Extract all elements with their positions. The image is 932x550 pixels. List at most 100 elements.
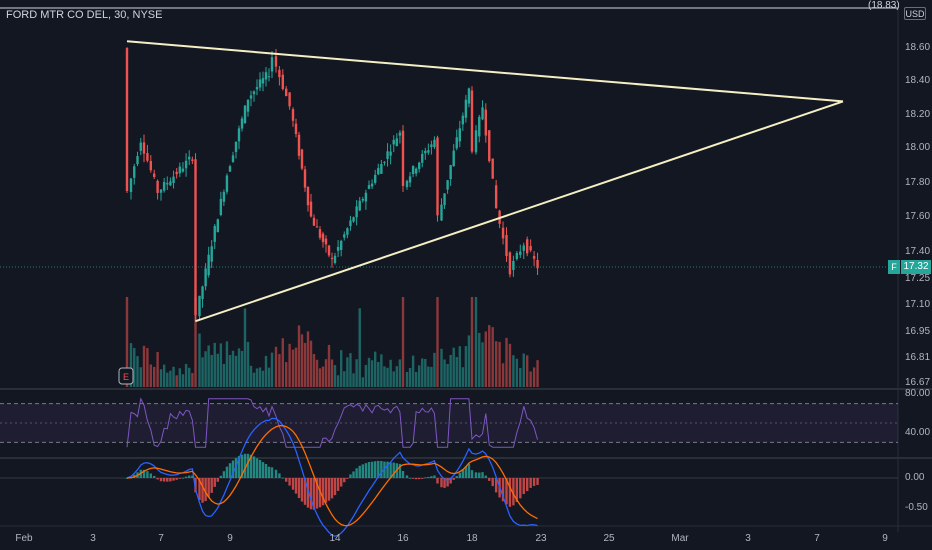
macd-histogram-bar xyxy=(303,478,307,505)
candle-body xyxy=(358,200,361,211)
macd-histogram-bar xyxy=(427,476,430,478)
volume-bar xyxy=(449,354,452,387)
volume-bar xyxy=(278,354,281,387)
macd-histogram-bar xyxy=(532,478,536,486)
time-axis-tick: 9 xyxy=(227,533,233,544)
volume-bar xyxy=(303,342,307,387)
volume-bar xyxy=(474,297,478,387)
candle-body xyxy=(125,48,129,191)
volume-bar xyxy=(481,342,484,387)
volume-bar xyxy=(166,372,169,387)
volume-bar xyxy=(255,368,259,387)
volume-bar xyxy=(470,297,474,387)
volume-bar xyxy=(464,346,468,387)
macd-histogram-bar xyxy=(207,478,210,498)
candle-body xyxy=(264,72,268,80)
macd-histogram-bar xyxy=(336,478,340,491)
candle-body xyxy=(414,168,418,174)
macd-histogram-bar xyxy=(418,478,421,480)
macd-histogram-bar xyxy=(231,460,235,478)
candle-body xyxy=(367,185,371,189)
volume-bar xyxy=(339,350,343,387)
macd-histogram-bar xyxy=(288,478,291,486)
volume-bar xyxy=(380,354,383,387)
macd-histogram-bar xyxy=(440,478,443,488)
candle-body xyxy=(461,115,465,125)
macd-histogram-bar xyxy=(166,478,169,482)
volume-bar xyxy=(377,361,380,387)
volume-bar xyxy=(491,327,494,387)
macd-histogram-bar xyxy=(343,478,346,483)
macd-histogram-bar xyxy=(494,478,498,493)
macd-histogram-bar xyxy=(216,478,219,482)
volume-bar xyxy=(424,358,427,387)
time-axis-tick: Feb xyxy=(15,533,33,544)
time-axis-tick: Mar xyxy=(671,533,689,544)
volume-bar xyxy=(405,371,409,387)
candle-body xyxy=(488,130,491,162)
candle-body xyxy=(373,174,377,183)
candle-body xyxy=(395,138,399,146)
macd-pane xyxy=(0,417,898,537)
candle-body xyxy=(225,175,229,192)
volume-bar xyxy=(270,352,274,387)
price-axis-tick: 18.00 xyxy=(905,142,931,153)
volume-bar xyxy=(252,372,256,387)
price-axis-tick: 16.67 xyxy=(905,377,931,388)
candle-body xyxy=(198,295,201,317)
volume-bar xyxy=(125,297,129,387)
candle-body xyxy=(386,151,389,159)
candle-body xyxy=(133,166,136,178)
macd-histogram-bar xyxy=(364,463,368,478)
candle-body xyxy=(361,199,365,201)
candle-body xyxy=(501,227,505,239)
candle-body xyxy=(440,204,443,221)
candle-body xyxy=(297,134,301,156)
volume-bar xyxy=(324,359,328,387)
candle-body xyxy=(336,246,340,251)
volume-bar xyxy=(333,365,337,387)
volume-bar xyxy=(136,356,139,387)
candle-body xyxy=(142,142,146,154)
macd-histogram-bar xyxy=(467,463,471,478)
volume-bar xyxy=(436,297,439,387)
price-axis-tick: 16.81 xyxy=(905,352,931,363)
volume-bar xyxy=(194,297,197,387)
volume-bar xyxy=(243,308,247,387)
macd-histogram-bar xyxy=(455,476,458,478)
volume-bar xyxy=(461,367,465,387)
macd-histogram-bar xyxy=(219,475,223,478)
candle-body xyxy=(380,164,383,174)
macd-histogram-bar xyxy=(285,478,288,482)
candle-body xyxy=(303,169,307,188)
macd-histogram-bar xyxy=(367,462,371,478)
price-axis-tick: 17.25 xyxy=(905,273,931,284)
macd-histogram-bar xyxy=(149,473,152,478)
macd-histogram-bar xyxy=(222,471,226,478)
macd-histogram-bar xyxy=(501,478,505,502)
candle-body xyxy=(261,78,265,84)
macd-histogram-bar xyxy=(294,478,298,494)
candle-body xyxy=(470,90,474,152)
volume-bar xyxy=(312,354,316,387)
macd-signal-line xyxy=(126,425,538,527)
macd-histogram-bar xyxy=(321,478,325,506)
macd-histogram-bar xyxy=(240,454,244,478)
candle-body xyxy=(515,252,519,260)
price-axis-tick: 17.60 xyxy=(905,211,931,222)
volume-bar xyxy=(358,308,361,387)
candle-body xyxy=(408,176,412,183)
volume-bar xyxy=(285,362,288,387)
volume-bar xyxy=(169,370,172,387)
macd-histogram-bar xyxy=(274,469,278,478)
candle-body xyxy=(237,128,241,142)
volume-bar xyxy=(153,366,156,387)
currency-badge[interactable]: USD xyxy=(904,7,926,20)
macd-histogram-bar xyxy=(401,471,405,478)
volume-bar xyxy=(291,349,295,387)
volume-bar xyxy=(225,341,229,387)
macd-histogram-bar xyxy=(430,476,433,478)
volume-bar xyxy=(414,371,418,387)
candle-body xyxy=(249,95,253,99)
